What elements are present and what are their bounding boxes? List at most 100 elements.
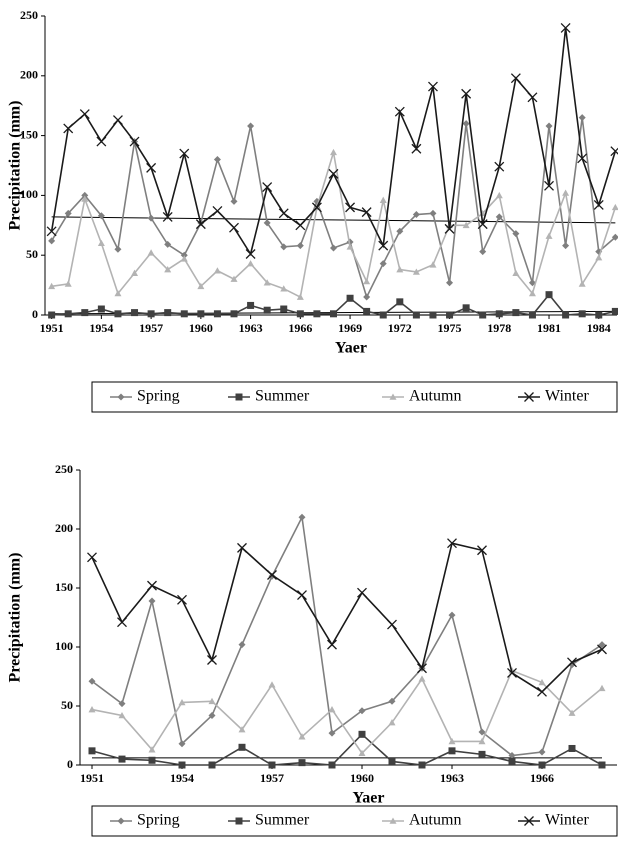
marker — [462, 120, 470, 128]
marker — [147, 214, 155, 222]
y-axis-title: Precipitation (mm) — [7, 553, 24, 683]
legend-label: Autumn — [409, 388, 461, 405]
legend-marker — [389, 817, 397, 824]
marker — [268, 761, 276, 769]
marker — [578, 280, 586, 287]
marker — [479, 248, 487, 256]
marker — [46, 226, 57, 237]
legend-label: Summer — [255, 388, 310, 405]
marker — [230, 310, 238, 318]
x-tick-label: 1957 — [139, 321, 163, 335]
marker — [510, 73, 521, 84]
marker — [528, 279, 536, 287]
marker — [512, 230, 520, 238]
y-tick-label: 250 — [20, 8, 38, 22]
marker — [562, 242, 570, 250]
marker — [363, 278, 371, 285]
marker — [148, 597, 156, 605]
marker — [508, 757, 516, 765]
marker — [512, 269, 520, 276]
marker — [229, 222, 239, 233]
marker — [296, 310, 304, 318]
marker — [448, 747, 456, 755]
marker — [429, 261, 437, 268]
marker — [180, 251, 188, 259]
marker — [280, 243, 288, 251]
trendline — [51, 216, 616, 224]
y-tick-label: 150 — [55, 580, 73, 594]
series-line — [91, 669, 603, 755]
marker — [230, 197, 238, 205]
x-tick-label: 1966 — [530, 771, 554, 785]
marker — [208, 761, 216, 769]
marker — [197, 310, 205, 318]
marker — [528, 311, 536, 319]
marker — [147, 310, 155, 318]
marker — [568, 709, 576, 716]
marker — [230, 275, 238, 282]
marker — [328, 706, 336, 713]
marker — [598, 761, 606, 769]
marker — [177, 594, 187, 605]
marker — [394, 106, 405, 117]
marker — [478, 728, 486, 736]
marker — [595, 254, 603, 261]
x-tick-label: 1972 — [388, 321, 412, 335]
marker — [495, 310, 503, 318]
marker — [329, 244, 337, 252]
marker — [357, 587, 367, 598]
legend-marker — [117, 393, 125, 401]
marker — [327, 639, 337, 650]
marker — [164, 309, 172, 317]
marker — [448, 611, 456, 619]
marker — [311, 202, 322, 213]
legend-label: Spring — [137, 388, 180, 405]
marker — [97, 305, 105, 313]
marker — [263, 279, 271, 286]
marker — [346, 294, 354, 302]
marker — [446, 311, 454, 319]
marker — [81, 195, 89, 202]
marker — [578, 114, 586, 122]
marker — [146, 162, 157, 173]
marker — [278, 208, 289, 219]
x-tick-label: 1954 — [89, 321, 113, 335]
x-tick-label: 1957 — [260, 771, 284, 785]
marker — [462, 304, 470, 312]
marker — [63, 123, 74, 134]
marker — [328, 729, 336, 737]
marker — [597, 644, 607, 655]
marker — [508, 752, 516, 760]
marker — [263, 306, 271, 314]
marker — [545, 122, 553, 130]
marker — [262, 182, 273, 192]
marker — [180, 310, 188, 318]
marker — [117, 617, 127, 628]
marker — [417, 663, 427, 674]
marker — [147, 249, 155, 256]
marker — [208, 711, 216, 719]
y-tick-label: 250 — [55, 462, 73, 476]
marker — [147, 580, 157, 591]
marker — [396, 266, 404, 273]
x-tick-label: 1966 — [288, 321, 312, 335]
marker — [429, 311, 437, 319]
marker — [114, 289, 122, 297]
marker — [87, 552, 97, 563]
y-tick-label: 0 — [67, 757, 73, 771]
marker — [180, 255, 188, 262]
marker — [412, 211, 420, 219]
marker — [48, 237, 56, 245]
marker — [118, 755, 126, 763]
marker — [162, 211, 173, 222]
x-tick-label: 1963 — [239, 321, 263, 335]
marker — [379, 260, 387, 268]
marker — [388, 757, 396, 765]
marker — [611, 307, 618, 315]
marker — [148, 756, 156, 764]
marker — [263, 219, 271, 227]
y-tick-label: 200 — [55, 521, 73, 535]
marker — [118, 711, 126, 719]
marker — [97, 239, 105, 247]
